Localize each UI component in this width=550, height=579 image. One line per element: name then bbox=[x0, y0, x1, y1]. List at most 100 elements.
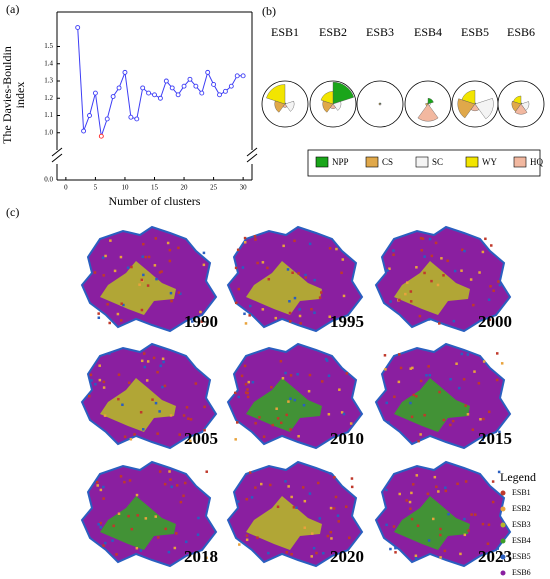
rose-wedge bbox=[427, 98, 434, 105]
texture bbox=[415, 394, 418, 398]
texture bbox=[244, 383, 248, 386]
texture bbox=[98, 378, 102, 382]
texture bbox=[240, 374, 244, 378]
texture bbox=[332, 507, 336, 510]
texture bbox=[486, 542, 490, 545]
texture bbox=[350, 485, 354, 489]
texture bbox=[428, 373, 432, 377]
texture bbox=[130, 265, 133, 269]
texture bbox=[342, 294, 346, 298]
texture bbox=[187, 417, 190, 420]
texture bbox=[138, 283, 141, 286]
texture bbox=[313, 311, 316, 315]
texture bbox=[179, 292, 182, 295]
texture bbox=[471, 428, 475, 431]
x-tick-label: 25 bbox=[210, 184, 218, 192]
texture bbox=[299, 322, 302, 325]
texture bbox=[121, 403, 124, 407]
texture bbox=[246, 395, 250, 399]
texture bbox=[284, 480, 287, 483]
texture bbox=[392, 249, 395, 252]
texture bbox=[443, 549, 447, 553]
texture bbox=[479, 418, 482, 421]
texture bbox=[289, 374, 293, 377]
texture bbox=[326, 534, 330, 538]
x-tick-label: 15 bbox=[151, 184, 159, 192]
texture bbox=[202, 263, 206, 267]
texture bbox=[398, 353, 401, 356]
rose-wedge bbox=[461, 89, 476, 105]
texture bbox=[161, 357, 165, 361]
texture bbox=[99, 488, 103, 492]
map bbox=[375, 461, 511, 567]
texture bbox=[141, 255, 144, 258]
texture bbox=[293, 398, 297, 402]
texture bbox=[411, 366, 414, 370]
texture bbox=[117, 512, 121, 515]
texture bbox=[163, 482, 167, 486]
texture bbox=[286, 268, 290, 271]
legend-marker bbox=[500, 522, 506, 528]
x-tick-label: 20 bbox=[181, 184, 189, 192]
texture bbox=[90, 379, 93, 382]
texture bbox=[328, 315, 331, 319]
texture bbox=[243, 312, 246, 316]
texture bbox=[104, 254, 107, 258]
texture bbox=[238, 543, 241, 546]
texture bbox=[243, 236, 247, 240]
texture bbox=[141, 428, 145, 431]
texture bbox=[236, 500, 240, 503]
texture bbox=[350, 477, 354, 480]
texture bbox=[154, 401, 158, 405]
texture bbox=[243, 241, 247, 244]
texture bbox=[168, 248, 172, 252]
legend-title: Legend bbox=[500, 470, 536, 484]
point bbox=[134, 116, 140, 122]
x-tick-label: 30 bbox=[240, 184, 248, 192]
texture bbox=[491, 480, 495, 483]
texture bbox=[108, 321, 111, 325]
texture bbox=[325, 359, 329, 362]
texture bbox=[245, 534, 249, 537]
rose-wedge bbox=[284, 100, 295, 112]
texture bbox=[295, 506, 298, 509]
texture bbox=[310, 555, 313, 558]
texture bbox=[254, 486, 257, 489]
legend-label: SC bbox=[432, 157, 443, 167]
rose-wedge bbox=[514, 103, 528, 115]
texture bbox=[437, 490, 440, 493]
texture bbox=[438, 390, 441, 394]
texture bbox=[88, 394, 91, 398]
legend-label: NPP bbox=[332, 157, 349, 167]
texture bbox=[235, 301, 238, 305]
rose-wedge bbox=[378, 102, 381, 105]
texture bbox=[96, 484, 99, 487]
texture bbox=[487, 298, 491, 302]
texture bbox=[414, 554, 418, 558]
point bbox=[104, 116, 110, 122]
texture bbox=[254, 238, 257, 241]
map bbox=[227, 461, 363, 567]
texture bbox=[428, 237, 432, 241]
texture bbox=[449, 423, 452, 427]
axis-break bbox=[51, 153, 63, 163]
texture bbox=[196, 533, 200, 536]
texture bbox=[304, 273, 307, 277]
texture bbox=[147, 255, 151, 259]
texture bbox=[409, 290, 413, 293]
point bbox=[199, 90, 205, 96]
texture bbox=[270, 385, 273, 389]
texture bbox=[267, 551, 270, 555]
rose-wedge bbox=[426, 102, 429, 105]
texture bbox=[388, 267, 391, 270]
legend-label: WY bbox=[482, 157, 497, 167]
texture bbox=[244, 322, 248, 325]
texture bbox=[167, 550, 171, 554]
texture bbox=[490, 244, 493, 247]
point bbox=[146, 90, 152, 96]
texture bbox=[175, 532, 178, 535]
texture bbox=[460, 269, 463, 272]
texture bbox=[466, 413, 470, 416]
texture bbox=[489, 285, 492, 288]
texture bbox=[455, 362, 458, 365]
